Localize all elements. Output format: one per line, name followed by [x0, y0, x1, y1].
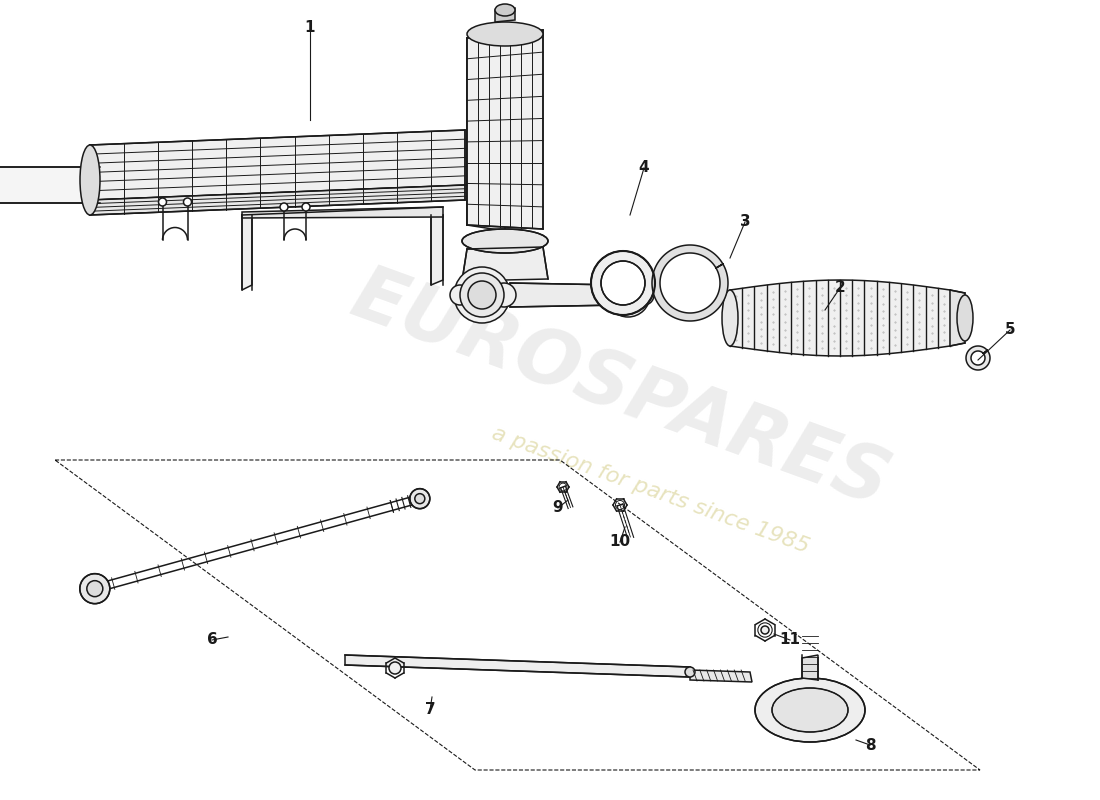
Polygon shape [242, 207, 443, 218]
Ellipse shape [492, 283, 516, 307]
Text: 10: 10 [609, 534, 630, 550]
Ellipse shape [495, 4, 515, 16]
Ellipse shape [612, 279, 643, 311]
Polygon shape [90, 130, 465, 200]
Polygon shape [242, 215, 252, 290]
Polygon shape [690, 670, 752, 682]
Text: a passion for parts since 1985: a passion for parts since 1985 [488, 423, 812, 557]
Text: 6: 6 [207, 633, 218, 647]
Polygon shape [468, 30, 543, 229]
Ellipse shape [80, 574, 110, 604]
Ellipse shape [460, 273, 504, 317]
Polygon shape [730, 280, 950, 356]
Ellipse shape [606, 273, 650, 317]
Ellipse shape [410, 489, 430, 509]
Text: 9: 9 [552, 501, 563, 515]
Ellipse shape [454, 267, 510, 323]
Polygon shape [510, 283, 620, 307]
Ellipse shape [389, 662, 402, 674]
Polygon shape [966, 346, 990, 370]
Polygon shape [90, 185, 465, 215]
Polygon shape [0, 167, 100, 203]
Text: 4: 4 [639, 161, 649, 175]
Ellipse shape [634, 285, 654, 305]
Text: 11: 11 [780, 633, 801, 647]
Polygon shape [431, 215, 443, 285]
Ellipse shape [761, 626, 769, 634]
Ellipse shape [772, 688, 848, 732]
Ellipse shape [755, 678, 865, 742]
Ellipse shape [302, 203, 310, 211]
Text: 5: 5 [1004, 322, 1015, 338]
Polygon shape [950, 290, 965, 346]
Polygon shape [652, 245, 728, 321]
Text: 1: 1 [305, 21, 316, 35]
Text: 2: 2 [835, 281, 846, 295]
Ellipse shape [80, 145, 100, 215]
Polygon shape [468, 32, 505, 231]
Ellipse shape [462, 229, 548, 253]
Ellipse shape [415, 494, 425, 504]
Ellipse shape [591, 251, 654, 315]
Polygon shape [495, 8, 515, 22]
Ellipse shape [601, 261, 645, 305]
Text: 8: 8 [865, 738, 876, 753]
Ellipse shape [184, 198, 191, 206]
Ellipse shape [158, 198, 166, 206]
Ellipse shape [957, 295, 974, 341]
Ellipse shape [280, 203, 288, 211]
Ellipse shape [612, 283, 628, 307]
Polygon shape [345, 655, 690, 677]
Text: 7: 7 [425, 702, 436, 718]
Ellipse shape [685, 667, 695, 677]
Text: EUROSPARES: EUROSPARES [341, 258, 899, 522]
Ellipse shape [450, 285, 470, 305]
Polygon shape [462, 247, 548, 281]
Ellipse shape [468, 22, 543, 46]
Ellipse shape [468, 281, 496, 309]
Polygon shape [802, 655, 818, 680]
Ellipse shape [87, 581, 102, 597]
Ellipse shape [722, 290, 738, 346]
Text: 3: 3 [739, 214, 750, 230]
